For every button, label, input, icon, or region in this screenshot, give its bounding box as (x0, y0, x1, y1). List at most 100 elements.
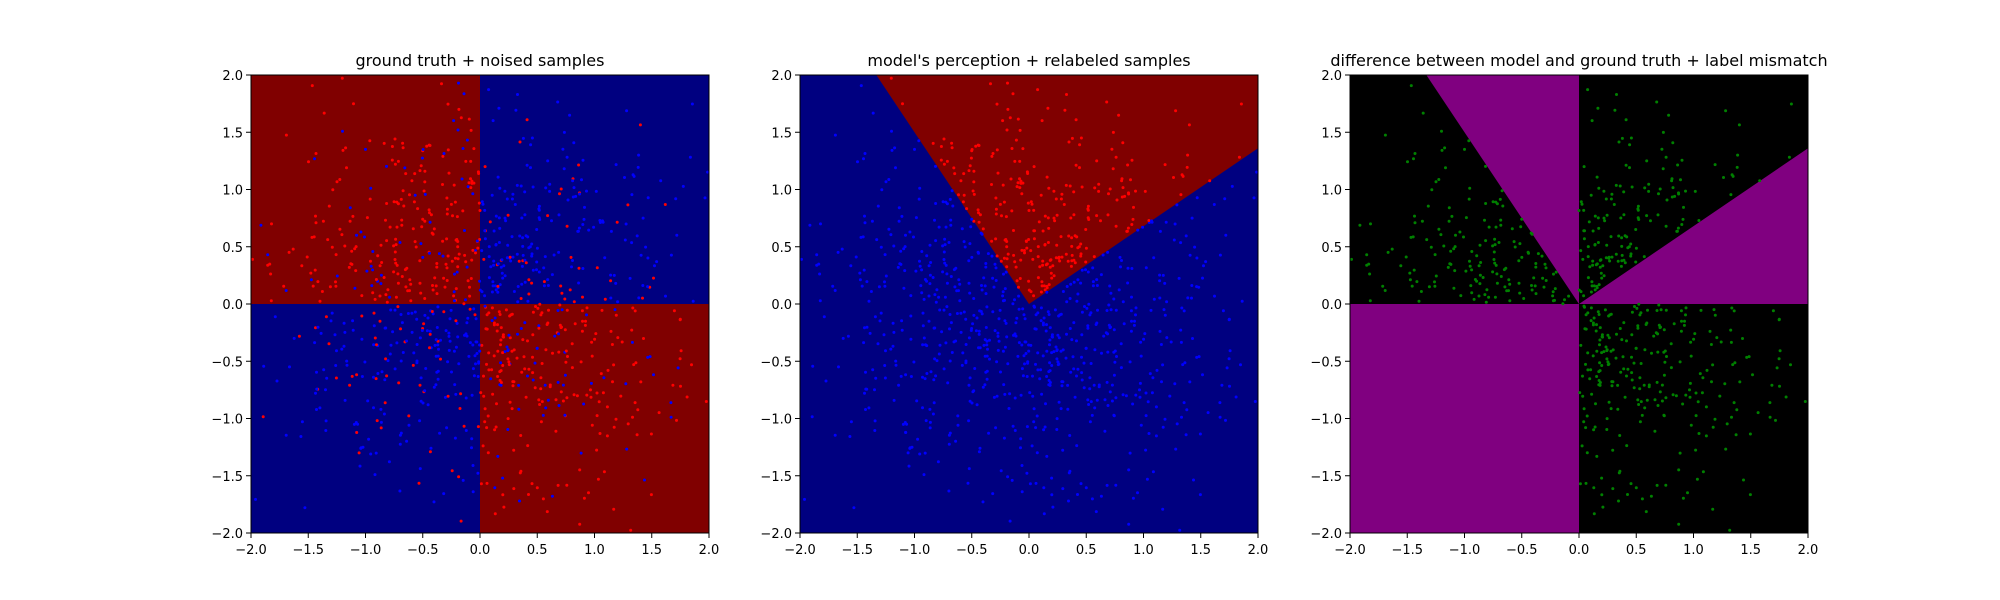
data-point (1736, 153, 1740, 157)
data-point (563, 328, 567, 332)
data-point (385, 300, 389, 304)
data-point (1009, 177, 1013, 181)
data-point (1163, 313, 1167, 317)
data-point (428, 346, 431, 350)
data-point (1670, 179, 1674, 183)
data-point (483, 208, 487, 212)
data-point (1447, 219, 1451, 223)
data-point (819, 222, 822, 226)
data-point (393, 308, 397, 312)
data-point (1144, 391, 1148, 395)
data-point (997, 339, 1001, 343)
data-point (1617, 140, 1621, 144)
data-point (445, 212, 449, 216)
data-point (408, 278, 412, 282)
data-point (495, 402, 498, 406)
data-point (490, 290, 494, 294)
data-point (1161, 507, 1165, 511)
data-point (1049, 271, 1053, 275)
data-point (1079, 281, 1083, 285)
data-point (520, 370, 524, 374)
data-point (815, 263, 819, 267)
data-point (411, 227, 415, 231)
data-point (1647, 182, 1651, 186)
chart-title: model's perception + relabeled samples (867, 51, 1190, 70)
data-point (938, 343, 942, 347)
data-point (1713, 163, 1717, 167)
data-point (448, 339, 452, 343)
data-point (450, 370, 453, 374)
data-point (1429, 245, 1433, 249)
data-point (390, 145, 394, 148)
data-point (1708, 329, 1712, 333)
data-point (1381, 284, 1385, 288)
data-point (1634, 486, 1638, 490)
data-point (1581, 394, 1585, 398)
data-point (1068, 469, 1072, 473)
data-point (1020, 343, 1024, 347)
data-point (454, 287, 458, 291)
data-point (418, 419, 422, 423)
data-point (545, 510, 549, 514)
data-point (1050, 276, 1054, 280)
data-point (467, 117, 471, 121)
data-point (679, 349, 683, 353)
data-point (1179, 193, 1183, 197)
data-point (1522, 297, 1526, 300)
data-point (984, 292, 988, 296)
data-point (1688, 395, 1692, 399)
data-point (873, 429, 877, 432)
data-point (1067, 140, 1071, 144)
data-point (1066, 407, 1070, 411)
data-point (897, 206, 901, 210)
data-point (912, 235, 915, 239)
data-point (1012, 253, 1016, 257)
data-point (478, 288, 482, 292)
data-point (1607, 400, 1611, 404)
data-point (1689, 340, 1693, 344)
data-point (269, 272, 273, 276)
data-point (387, 460, 391, 464)
data-point (925, 254, 929, 258)
data-point (1108, 326, 1112, 330)
data-point (508, 336, 512, 340)
data-point (923, 451, 927, 455)
data-point (1025, 246, 1029, 250)
data-point (985, 354, 989, 358)
data-point (1063, 108, 1067, 112)
data-point (864, 387, 868, 391)
data-point (324, 315, 328, 319)
data-point (889, 347, 893, 351)
data-point (1582, 165, 1586, 169)
data-point (831, 284, 835, 288)
data-point (453, 272, 456, 276)
data-point (556, 309, 560, 312)
data-point (595, 266, 599, 270)
data-point (560, 308, 564, 312)
data-point (623, 176, 626, 179)
data-point (1195, 355, 1199, 359)
data-point (1030, 202, 1034, 206)
data-point (437, 252, 441, 256)
data-point (1607, 255, 1611, 259)
data-point (467, 354, 471, 358)
data-point (991, 492, 995, 496)
data-point (934, 300, 938, 304)
data-point (577, 226, 581, 230)
data-point (704, 400, 708, 403)
data-point (468, 341, 472, 345)
data-point (1595, 349, 1599, 353)
data-point (544, 186, 548, 190)
data-point (942, 250, 946, 254)
data-point (1602, 274, 1606, 278)
data-point (520, 282, 524, 286)
data-point (1604, 197, 1608, 201)
data-point (504, 219, 508, 223)
data-point (1618, 184, 1622, 188)
data-point (303, 506, 307, 510)
data-point (1212, 203, 1216, 206)
data-point (1253, 400, 1257, 403)
data-point (1504, 266, 1508, 270)
data-point (1080, 371, 1084, 375)
data-point (1016, 181, 1020, 185)
